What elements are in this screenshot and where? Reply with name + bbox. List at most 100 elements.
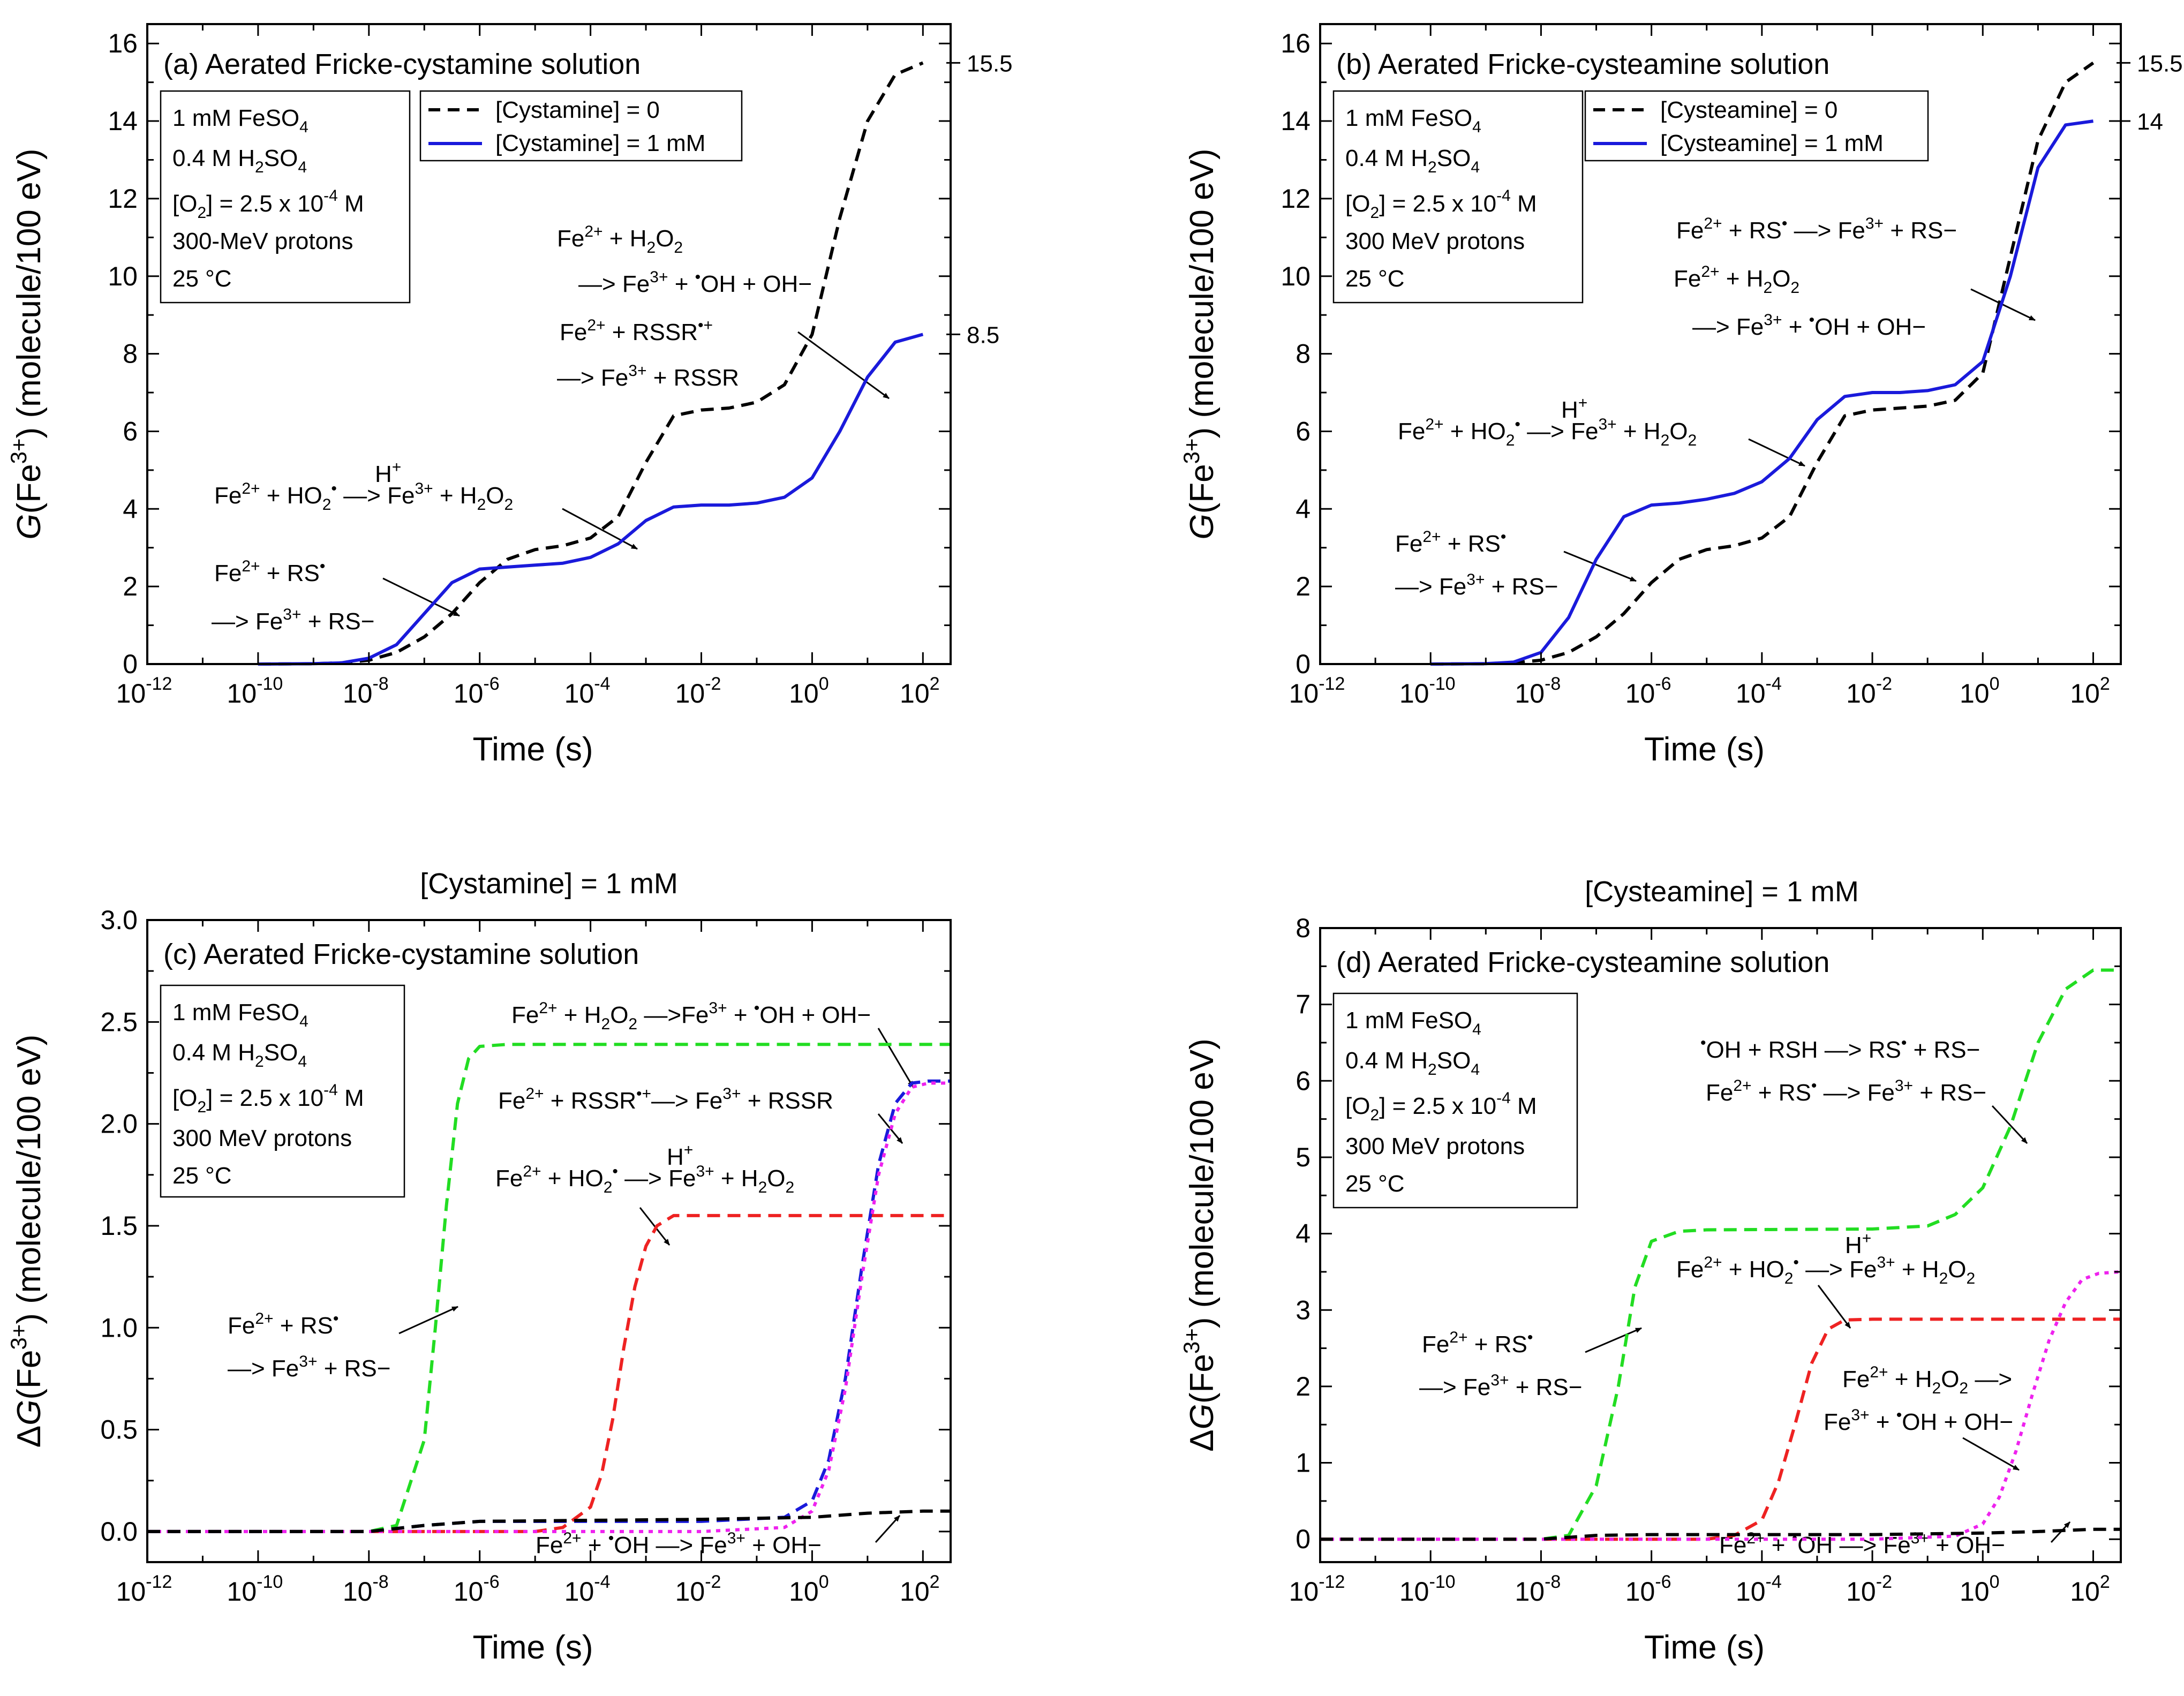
x-tick-label: 100 — [789, 674, 829, 708]
info-line: 25 °C — [1345, 266, 1405, 292]
x-axis-label: Time (s) — [1644, 1629, 1765, 1666]
series-line — [147, 1213, 951, 1533]
y-axis-label: G(Fe3+) (molecule/100 eV) — [1179, 148, 1221, 539]
info-box: 1 mM FeSO4 0.4 M H2SO4 [O2] = 2.5 x 10-4… — [160, 90, 411, 304]
x-axis-label: Time (s) — [473, 731, 593, 768]
annotation-arrow — [877, 1028, 914, 1088]
annotation-text: Fe2+ + HO2• —> Fe3+ + H2O2 — [214, 480, 513, 514]
annotation-text: Fe2+ + RS• —> Fe3+ + RS− — [1706, 1077, 1986, 1106]
y-tick-label: 8 — [1296, 339, 1311, 369]
legend-frame — [1584, 90, 1929, 162]
info-line: 25 °C — [1345, 1171, 1405, 1197]
info-box-frame — [1332, 90, 1584, 304]
y-tick-label: 6 — [123, 416, 138, 446]
annotation: Fe2+ + H2O2 —> Fe3+ + •OH + OH− — [1824, 1363, 2020, 1471]
x-tick-label: 102 — [900, 1572, 940, 1607]
y-tick-label: 7 — [1296, 990, 1311, 1020]
y-tick-label: 10 — [108, 261, 138, 291]
annotation: H+ Fe2+ + HO2• —> Fe3+ + H2O2 — [1398, 394, 1805, 467]
x-tick-label: 10-4 — [1736, 1572, 1782, 1607]
annotation-text: Fe2+ + HO2• —> Fe3+ + H2O2 — [495, 1163, 794, 1196]
annotation-arrow — [1962, 1437, 2020, 1471]
series-line — [147, 1043, 951, 1533]
series-line — [1320, 1270, 2121, 1541]
info-line: 1 mM FeSO4 — [172, 105, 308, 136]
annotation: Fe2+ + RS• —> Fe3+ + RS− — [228, 1306, 458, 1382]
x-tick-label: 10-2 — [1846, 674, 1892, 708]
y-tick-label: 12 — [1281, 184, 1311, 214]
annotation-arrow — [1748, 438, 1805, 467]
annotation-text: —> Fe3+ + RS− — [212, 606, 374, 635]
legend-label: [Cystamine] = 0 — [495, 97, 660, 123]
annotation: Fe2+ + •OH —> Fe3+ + OH− — [1719, 1521, 2071, 1558]
annotation-text: Fe2+ + HO2• —> Fe3+ + H2O2 — [1398, 416, 1697, 449]
x-tick-label: 100 — [1960, 674, 2000, 708]
series-line — [147, 1509, 951, 1533]
info-line: 0.4 M H2SO4 — [172, 145, 307, 176]
annotation-text: Fe2+ + H2O2 — [557, 223, 683, 257]
legend-label: [Cysteamine] = 0 — [1660, 97, 1837, 123]
info-box: 1 mM FeSO4 0.4 M H2SO4 [O2] = 2.5 x 10-4… — [160, 984, 405, 1198]
info-line: 0.4 M H2SO4 — [172, 1039, 307, 1071]
x-tick-label: 10-10 — [227, 1572, 283, 1607]
info-line: 1 mM FeSO4 — [1345, 105, 1481, 136]
info-box-frame — [160, 90, 411, 304]
y-tick-label: 0.0 — [100, 1517, 138, 1547]
end-value-label: 15.5 — [967, 50, 1013, 77]
annotation-text: Fe2+ + RS• — [214, 557, 325, 586]
x-tick-label: 10-8 — [343, 674, 389, 708]
annotation-text: •OH + RSH —> RS• + RS− — [1700, 1034, 1980, 1063]
info-line: 0.4 M H2SO4 — [1345, 145, 1480, 176]
x-tick-label: 100 — [1960, 1572, 2000, 1607]
y-tick-label: 16 — [108, 28, 138, 58]
panel-b: (b) Aerated Fricke-cysteamine solution 1… — [1332, 48, 2036, 600]
info-box: 1 mM FeSO4 0.4 M H2SO4 [O2] = 2.5 x 10-4… — [1332, 90, 1584, 304]
annotation: Fe2+ + H2O2 —>Fe3+ + •OH + OH− — [511, 999, 914, 1088]
annotation: H+ Fe2+ + HO2• —> Fe3+ + H2O2 — [1676, 1230, 1975, 1329]
series-line — [258, 333, 924, 666]
annotation-arrow — [1970, 288, 2036, 321]
info-line: 300-MeV protons — [172, 228, 353, 254]
y-tick-label: 3 — [1296, 1295, 1311, 1325]
info-line: 300 MeV protons — [172, 1125, 352, 1151]
x-tick-label: 100 — [789, 1572, 829, 1607]
x-tick-label: 10-6 — [1625, 1572, 1671, 1607]
y-tick-label: 1.5 — [100, 1211, 138, 1241]
x-tick-label: 10-6 — [1625, 674, 1671, 708]
info-line: 300 MeV protons — [1345, 228, 1525, 254]
annotation: H+ Fe2+ + HO2• —> Fe3+ + H2O2 — [495, 1141, 794, 1246]
annotation-text: Fe2+ + •OH —> Fe3+ + OH− — [536, 1529, 822, 1558]
series-line — [258, 61, 924, 666]
annotation-text: H+ — [1845, 1230, 1871, 1258]
x-tick-label: 10-6 — [454, 1572, 500, 1607]
annotation-text: Fe2+ + RS• — [1422, 1329, 1533, 1358]
x-tick-label: 10-10 — [1399, 1572, 1456, 1607]
info-line: 1 mM FeSO4 — [172, 999, 308, 1030]
panel-title: (b) Aerated Fricke-cysteamine solution — [1336, 48, 1829, 80]
annotation-text: —> Fe3+ + •OH + OH− — [578, 268, 812, 297]
y-tick-label: 14 — [108, 106, 138, 136]
plot-frame — [1319, 927, 2122, 1563]
annotation-text: —> Fe3+ + RS− — [1419, 1371, 1582, 1400]
y-tick-label: 2.0 — [100, 1109, 138, 1139]
y-tick-label: 2 — [1296, 571, 1311, 601]
annotation-text: —> Fe3+ + •OH + OH− — [1692, 311, 1926, 340]
annotation-arrow — [639, 1207, 671, 1246]
annotation-text: Fe3+ + •OH + OH− — [1824, 1406, 2013, 1435]
annotation-text: Fe2+ + RS• —> Fe3+ + RS− — [1676, 215, 1957, 244]
x-tick-label: 10-12 — [1289, 1572, 1345, 1607]
legend: [Cysteamine] = 0 [Cysteamine] = 1 mM — [1584, 90, 1929, 162]
annotation-text: Fe2+ + RS• — [228, 1310, 338, 1339]
annotation-arrow — [1585, 1327, 1642, 1353]
panel-header: [Cysteamine] = 1 mM — [1585, 876, 1859, 908]
annotation: •OH + RSH —> RS• + RS− Fe2+ + RS• —> Fe3… — [1700, 1034, 2028, 1144]
y-tick-label: 1 — [1296, 1448, 1311, 1478]
series-line — [1430, 119, 2093, 666]
x-tick-label: 10-6 — [454, 674, 500, 708]
x-tick-label: 102 — [2070, 1572, 2110, 1607]
annotation: Fe2+ + RSSR•+—> Fe3+ + RSSR — [498, 1085, 903, 1144]
chart-b: 10-12 10-10 10-8 10-6 10-4 10-2 100 10202468101… — [1179, 23, 2183, 768]
y-tick-label: 16 — [1281, 28, 1311, 58]
y-tick-label: 10 — [1281, 261, 1311, 291]
y-tick-label: 6 — [1296, 416, 1311, 446]
